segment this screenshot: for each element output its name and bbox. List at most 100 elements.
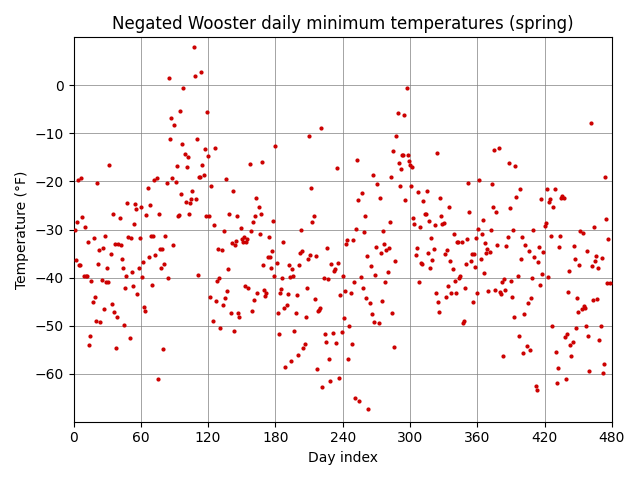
Point (541, 219, 551, 227)
Point (349, 278, 359, 286)
Point (471, 234, 481, 242)
Point (476, 255, 486, 263)
Point (344, 323, 355, 330)
Point (152, 175, 162, 182)
Point (261, 289, 271, 297)
Point (300, 340, 310, 348)
Point (188, 187, 198, 195)
Point (322, 244, 332, 252)
Point (515, 185, 525, 192)
Point (514, 332, 524, 340)
Point (346, 289, 356, 297)
Point (335, 291, 346, 299)
Point (455, 272, 465, 280)
Point (506, 277, 516, 285)
Point (359, 228, 369, 236)
Point (292, 351, 303, 359)
Point (437, 220, 447, 228)
Point (130, 200, 140, 208)
Point (422, 187, 432, 195)
Point (328, 267, 339, 275)
Point (106, 251, 116, 258)
Point (342, 236, 352, 243)
Point (417, 260, 428, 268)
Point (552, 379, 562, 386)
Point (82, 272, 92, 280)
Point (535, 281, 545, 289)
Point (523, 299, 533, 307)
Point (467, 251, 477, 258)
Point (472, 289, 483, 297)
Point (88, 235, 99, 242)
Point (186, 195, 196, 203)
Point (308, 212, 319, 219)
Point (522, 342, 532, 349)
Point (155, 246, 165, 253)
Point (233, 309, 243, 317)
Point (561, 376, 571, 384)
Point (428, 245, 438, 253)
Point (477, 230, 487, 238)
Point (399, 111, 410, 119)
Point (334, 374, 344, 382)
Point (189, 72, 200, 80)
Point (228, 327, 239, 335)
Point (499, 275, 509, 283)
Point (586, 262, 596, 270)
Point (482, 245, 492, 252)
Y-axis label: Temperature (°F): Temperature (°F) (15, 170, 29, 288)
Title: Negated Wooster daily minimum temperatures (spring): Negated Wooster daily minimum temperatur… (112, 15, 573, 33)
Point (398, 151, 408, 159)
Point (270, 142, 280, 149)
Point (565, 341, 575, 349)
Point (137, 273, 147, 280)
Point (70, 226, 80, 234)
Point (453, 238, 463, 246)
Point (164, 74, 174, 82)
Point (316, 124, 326, 132)
Point (140, 307, 150, 315)
Point (502, 233, 513, 241)
Point (269, 272, 280, 279)
Point (324, 355, 334, 363)
Point (143, 184, 153, 192)
Point (588, 297, 598, 304)
Point (161, 179, 172, 186)
Point (75, 261, 85, 269)
Point (99, 305, 109, 312)
Point (460, 284, 470, 292)
Point (274, 330, 284, 338)
Point (97, 276, 107, 284)
Point (283, 290, 293, 298)
Point (376, 249, 386, 257)
Point (481, 249, 492, 257)
Point (111, 344, 121, 351)
Point (550, 186, 560, 193)
Point (537, 270, 547, 277)
Point (392, 109, 403, 117)
Point (215, 324, 225, 332)
Point (109, 308, 119, 316)
Point (174, 211, 184, 218)
Point (479, 269, 489, 276)
Point (559, 334, 570, 341)
Point (510, 162, 520, 169)
Point (341, 240, 351, 248)
Point (323, 275, 333, 283)
Point (566, 352, 577, 360)
Point (559, 194, 569, 202)
Point (204, 212, 214, 219)
Point (443, 282, 453, 290)
Point (198, 171, 209, 179)
Point (77, 213, 88, 220)
Point (599, 360, 609, 368)
Point (249, 297, 259, 304)
Point (260, 292, 271, 300)
Point (306, 185, 316, 192)
Point (574, 261, 584, 269)
Point (516, 255, 526, 263)
Point (373, 319, 383, 326)
Point (166, 115, 176, 122)
Point (131, 205, 141, 213)
Point (493, 144, 504, 152)
